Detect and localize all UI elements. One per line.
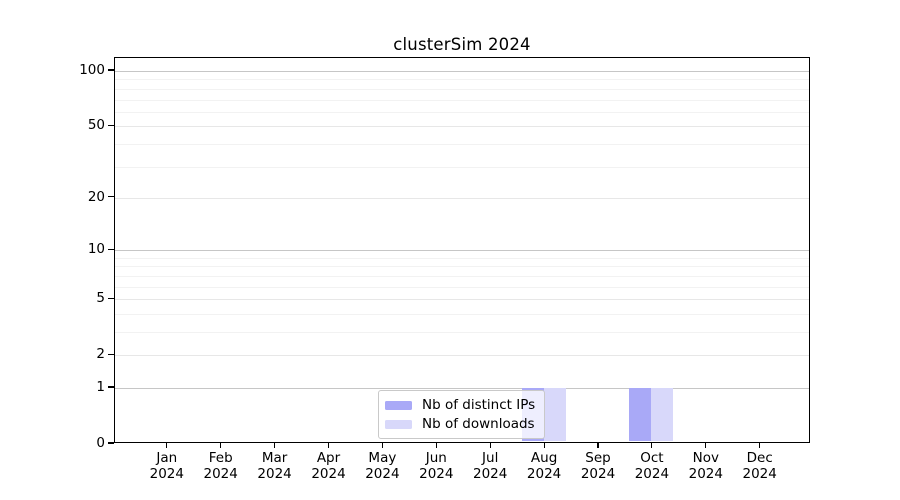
y-tick-label-50: 50 (87, 117, 105, 134)
gridline-y-6 (115, 286, 809, 288)
bar-nb-of-distinct-ips-oct-2024 (629, 388, 652, 441)
gridline-y-40 (115, 143, 809, 145)
x-tick-mark-3 (327, 443, 330, 448)
y-tick-mark-10 (108, 248, 114, 250)
x-tick-mark-8 (597, 443, 599, 448)
legend-label-downloads: Nb of downloads (422, 416, 535, 432)
x-tick-label-aug-2024: Aug 2024 (526, 450, 562, 482)
gridline-y-20 (115, 197, 809, 199)
gridline-y-8 (115, 266, 809, 268)
gridline-y-7 (115, 275, 809, 277)
x-tick-mark-10 (705, 443, 707, 448)
x-tick-mark-11 (759, 443, 761, 448)
legend: Nb of distinct IPs Nb of downloads (378, 390, 546, 439)
legend-label-distinct-ips: Nb of distinct IPs (422, 397, 536, 413)
gridline-y-100 (115, 71, 809, 72)
x-tick-label-may-2024: May 2024 (365, 450, 400, 482)
y-tick-mark-5 (108, 297, 114, 299)
x-tick-label-sep-2024: Sep 2024 (580, 450, 616, 482)
gridline-y-2 (115, 355, 809, 357)
x-tick-label-nov-2024: Nov 2024 (688, 450, 723, 482)
legend-entry-downloads: Nb of downloads (385, 415, 535, 433)
x-tick-mark-1 (220, 443, 222, 448)
y-tick-label-1: 1 (96, 379, 105, 395)
y-tick-mark-2 (108, 353, 114, 355)
x-tick-mark-2 (274, 443, 276, 448)
gridline-y-50 (115, 126, 809, 128)
gridline-y-3 (115, 332, 809, 333)
bar-nb-of-downloads-aug-2024 (543, 388, 566, 441)
x-tick-mark-9 (651, 443, 653, 448)
y-tick-mark-0 (108, 442, 114, 444)
x-tick-label-mar-2024: Mar 2024 (257, 450, 292, 482)
x-tick-label-feb-2024: Feb 2024 (203, 450, 238, 482)
x-tick-mark-5 (435, 443, 437, 448)
y-tick-label-20: 20 (87, 188, 105, 205)
y-tick-label-0: 0 (96, 435, 105, 451)
x-tick-mark-7 (543, 443, 545, 448)
x-tick-mark-6 (489, 443, 491, 448)
gridline-y-4 (115, 313, 809, 315)
downloads-swatch-icon (385, 419, 412, 429)
y-tick-mark-1 (108, 386, 114, 388)
gridline-y-5 (115, 299, 809, 301)
gridline-y-90 (115, 79, 809, 81)
x-tick-label-jul-2024: Jul 2024 (473, 450, 508, 482)
y-tick-label-100: 100 (79, 62, 105, 78)
gridline-y-1 (115, 388, 809, 389)
gridline-y-30 (115, 166, 809, 168)
gridline-y-9 (115, 257, 809, 259)
y-tick-mark-50 (108, 124, 114, 126)
y-tick-mark-100 (108, 69, 114, 71)
legend-entry-distinct-ips: Nb of distinct IPs (385, 396, 535, 414)
x-tick-label-dec-2024: Dec 2024 (742, 450, 777, 482)
gridline-y-10 (115, 250, 809, 252)
x-tick-mark-0 (166, 443, 168, 448)
bar-nb-of-downloads-oct-2024 (651, 388, 674, 441)
chart-title: clusterSim 2024 (393, 35, 531, 54)
plot-area (114, 57, 810, 443)
x-tick-label-jan-2024: Jan 2024 (149, 450, 184, 482)
gridline-y-80 (115, 88, 809, 90)
x-tick-mark-4 (381, 443, 383, 448)
x-tick-label-oct-2024: Oct 2024 (634, 450, 670, 482)
distinct-ips-swatch-icon (385, 400, 412, 410)
x-tick-label-apr-2024: Apr 2024 (311, 450, 346, 482)
y-tick-mark-20 (108, 196, 114, 198)
gridline-y-70 (115, 99, 809, 101)
y-tick-label-5: 5 (96, 290, 105, 307)
gridline-y-60 (115, 111, 809, 113)
x-tick-label-jun-2024: Jun 2024 (419, 450, 454, 482)
y-tick-label-2: 2 (96, 346, 105, 363)
y-tick-label-10: 10 (87, 241, 105, 258)
